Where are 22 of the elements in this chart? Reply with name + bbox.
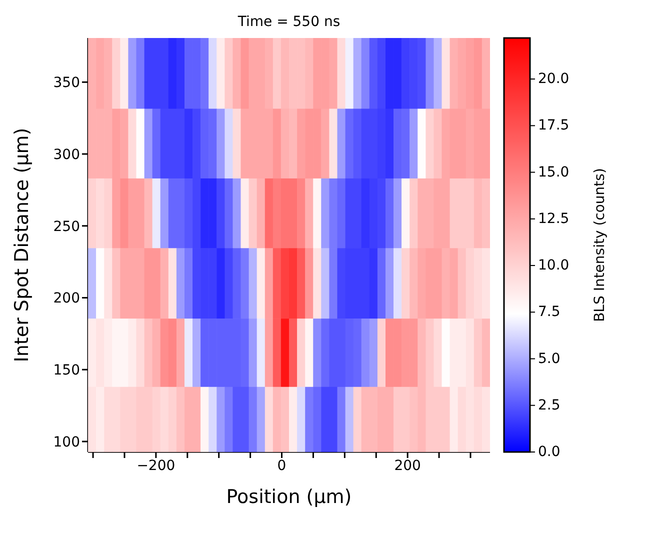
color-bar-label: 20.0 <box>538 71 570 88</box>
y-tick-label: 200 <box>53 290 80 307</box>
color-bar-label: 0.0 <box>538 444 560 460</box>
color-bar-title: BLS Intensity (counts) <box>592 168 608 322</box>
y-tick-label: 100 <box>53 434 80 450</box>
y-tick-label: 250 <box>53 218 80 235</box>
color-bar-label: 17.5 <box>538 118 570 134</box>
x-tick-label: 200 <box>394 458 421 474</box>
color-bar-label: 15.0 <box>538 164 570 180</box>
y-tick-label: 150 <box>53 362 80 379</box>
color-bar-label: 10.0 <box>538 258 570 274</box>
y-axis-title: Inter Spot Distance (μm) <box>10 126 34 364</box>
color-bar-label: 5.0 <box>538 350 560 367</box>
x-tick-label: −200 <box>136 458 176 474</box>
chart-title: Time = 550 ns <box>236 14 342 30</box>
color-bar-label: 7.5 <box>538 304 560 320</box>
y-tick-label: 300 <box>53 146 80 163</box>
color-bar-label: 2.5 <box>538 397 560 414</box>
x-tick-label: 0 <box>277 458 286 474</box>
x-axis-title: Position (μm) <box>225 486 353 508</box>
y-tick-label: 350 <box>53 75 80 92</box>
color-bar-label: 12.5 <box>538 210 570 227</box>
